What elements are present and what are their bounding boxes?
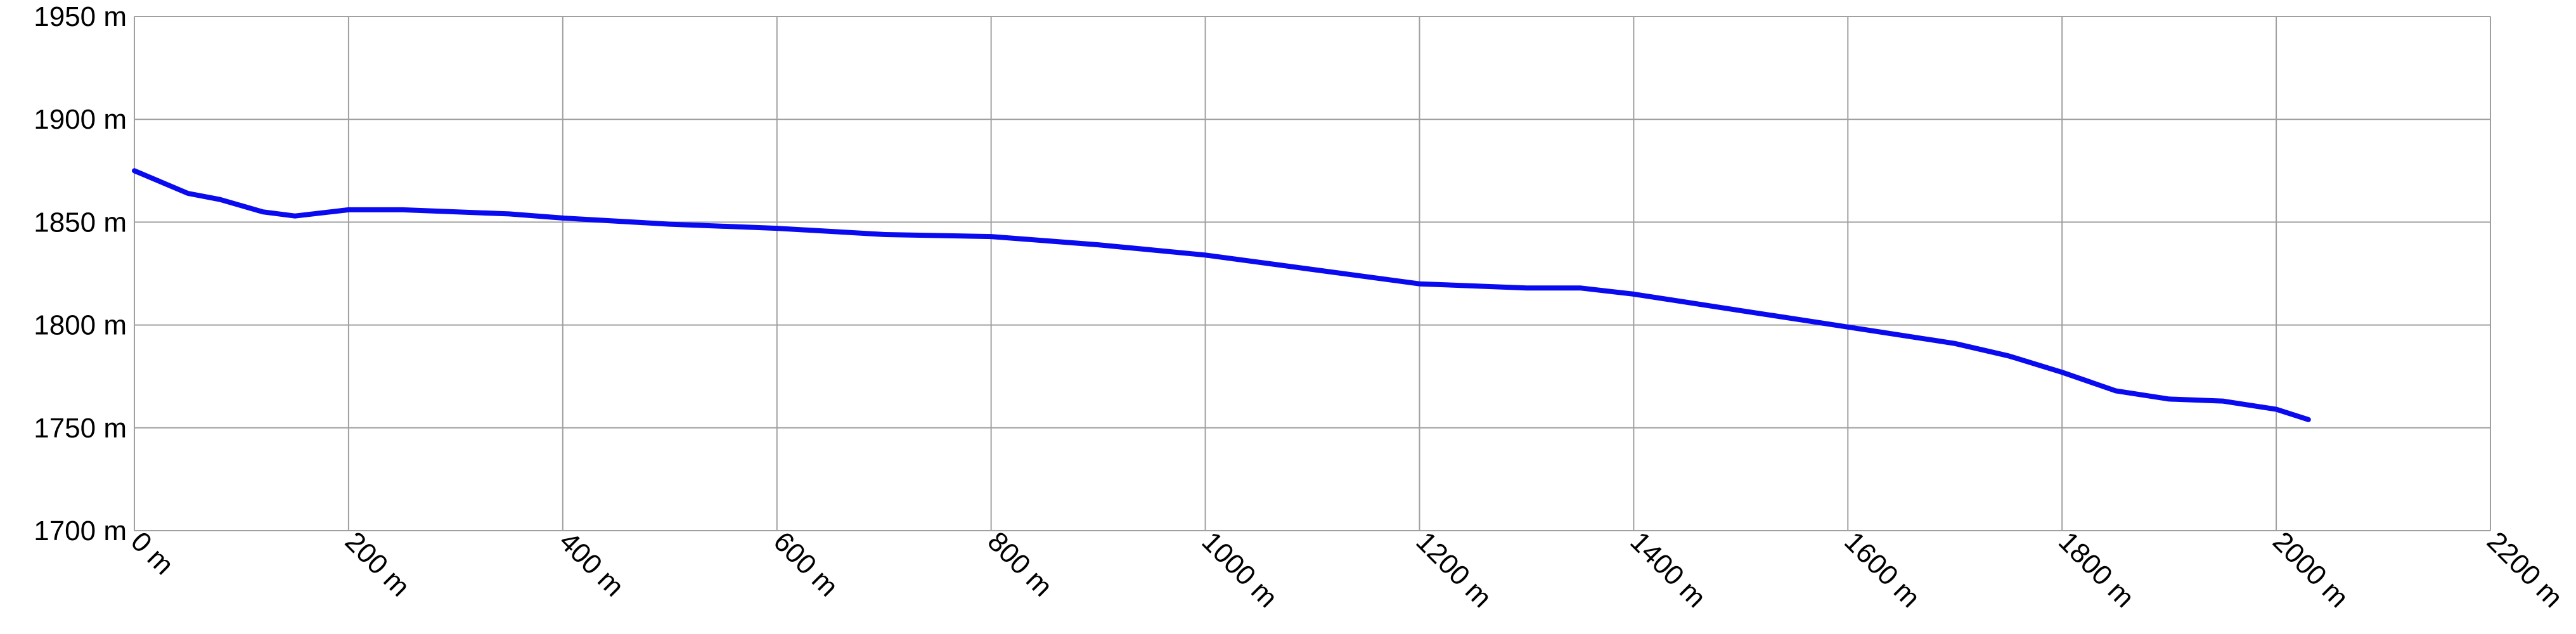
x-tick-label: 200 m: [339, 526, 416, 602]
x-tick-label: 1400 m: [1624, 526, 1711, 613]
x-tick-label: 1600 m: [1838, 526, 1926, 613]
x-tick-label: 1800 m: [2052, 526, 2140, 613]
x-tick-label: 1200 m: [1410, 526, 1497, 613]
x-tick-label: 800 m: [982, 526, 1059, 602]
y-tick-label: 1750 m: [34, 413, 127, 444]
x-tick-label: 2000 m: [2267, 526, 2354, 613]
y-tick-label: 1950 m: [34, 1, 127, 32]
y-tick-label: 1700 m: [34, 515, 127, 547]
y-tick-label: 1900 m: [34, 104, 127, 135]
x-tick-label: 600 m: [768, 526, 844, 602]
y-tick-label: 1800 m: [34, 310, 127, 341]
elevation-line: [132, 168, 2311, 422]
y-tick-label: 1850 m: [34, 207, 127, 238]
x-tick-label: 0 m: [125, 526, 180, 581]
x-tick-label: 400 m: [553, 526, 630, 602]
x-tick-label: 2200 m: [2481, 526, 2568, 613]
x-tick-label: 1000 m: [1195, 526, 1283, 613]
